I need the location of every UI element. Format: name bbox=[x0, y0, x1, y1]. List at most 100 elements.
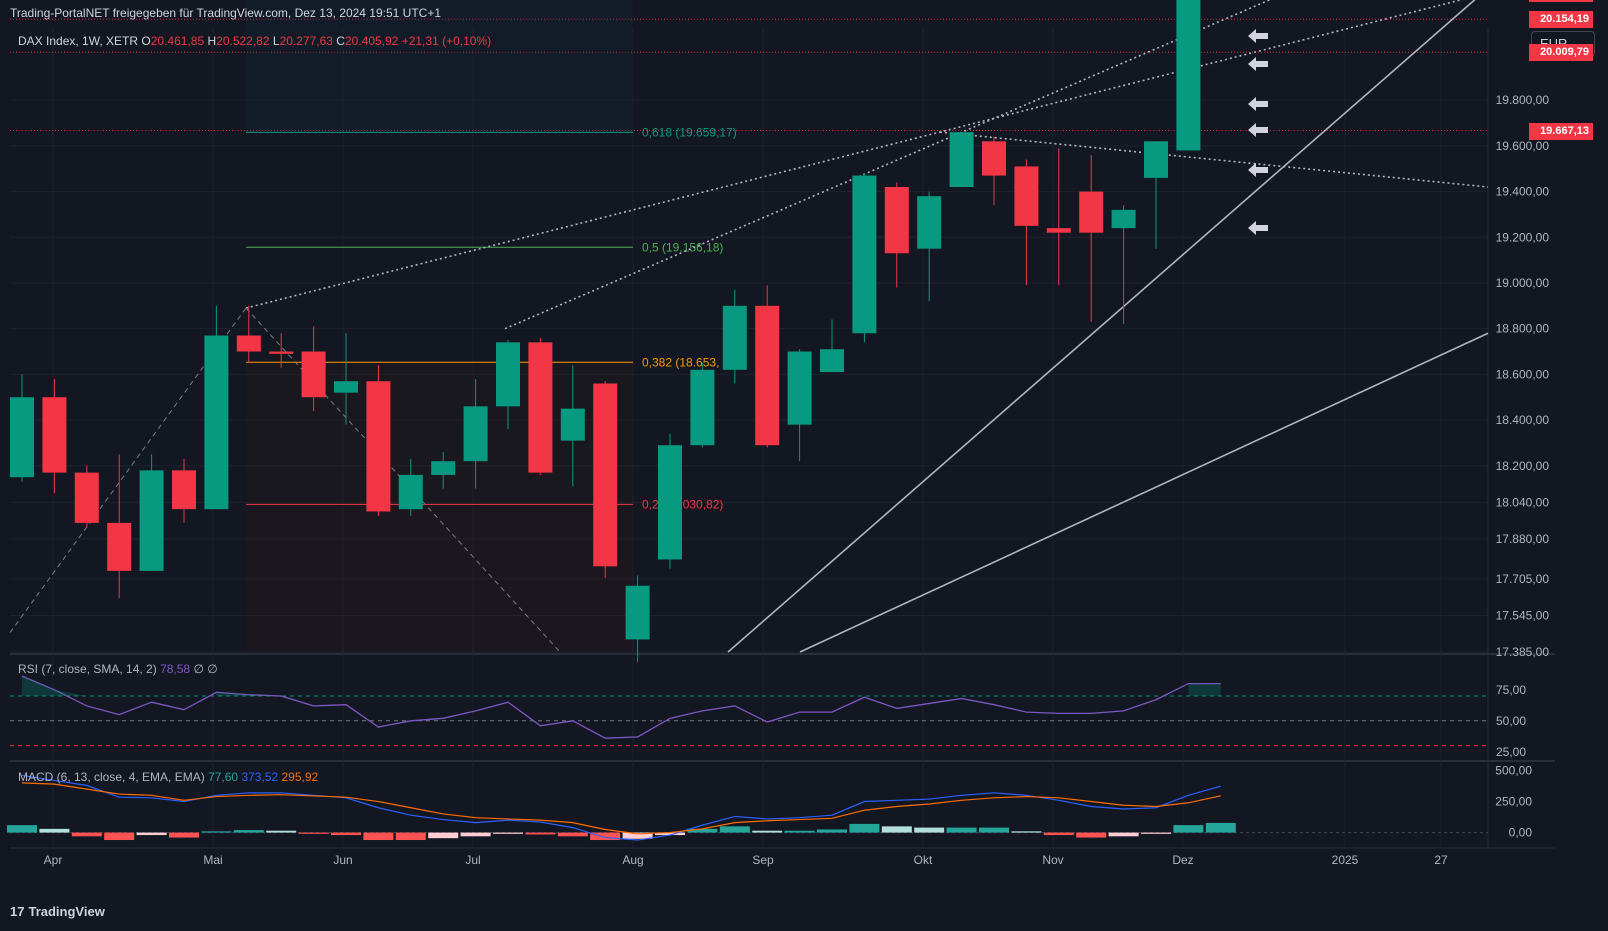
price-label: 20.154,19 bbox=[1529, 11, 1593, 29]
symbol-name[interactable]: DAX Index, 1W, XETR bbox=[18, 34, 139, 48]
change-value: +21,31 (+0,10%) bbox=[401, 34, 492, 48]
candle-body bbox=[528, 342, 553, 473]
rsi-legend[interactable]: RSI (7, close, SMA, 14, 2) 78,58 ∅ ∅ bbox=[18, 662, 218, 676]
price-tick-label: 18.400,00 bbox=[1496, 413, 1550, 427]
macd-histogram-bar bbox=[460, 832, 491, 837]
tradingview-logo-icon: 17 bbox=[10, 904, 25, 919]
arrow-left-icon bbox=[1248, 221, 1268, 235]
fib-level-label: 0,618 (19.659,17) bbox=[642, 125, 737, 139]
macd-histogram-bar bbox=[946, 827, 977, 833]
price-tick-label: 19.600,00 bbox=[1496, 139, 1550, 153]
fib-level-label: 0,5 (19.156,18) bbox=[642, 240, 723, 254]
macd-histogram-bar bbox=[622, 832, 653, 839]
signal-line bbox=[21, 782, 1221, 835]
time-tick-label: Nov bbox=[1042, 853, 1063, 867]
macd-histogram-bar bbox=[169, 832, 199, 838]
rsi-overbought-fill bbox=[248, 694, 282, 696]
candle-body bbox=[917, 196, 942, 249]
candle-body bbox=[690, 369, 715, 446]
macd-histogram-bar bbox=[557, 832, 588, 837]
rsi-tick-label: 75,00 bbox=[1496, 683, 1526, 697]
publisher-header: Trading-PortalNET freigegeben für Tradin… bbox=[10, 6, 442, 20]
candle-body bbox=[1144, 141, 1168, 178]
price-label: 20.009,79 bbox=[1529, 44, 1593, 62]
trendline-solid bbox=[799, 332, 1489, 653]
candle-body bbox=[204, 335, 229, 510]
macd-histogram-bar bbox=[104, 832, 135, 841]
time-tick-label: Apr bbox=[44, 853, 63, 867]
candle-body bbox=[1014, 166, 1039, 226]
rsi-tick-label: 25,00 bbox=[1496, 745, 1526, 759]
time-tick-label: Aug bbox=[622, 853, 643, 867]
rsi-overbought-fill bbox=[216, 692, 249, 696]
macd-legend[interactable]: MACD (6, 13, close, 4, EMA, EMA) 77,60 3… bbox=[18, 770, 318, 784]
candle-body bbox=[1111, 209, 1136, 229]
price-tick-label: 18.600,00 bbox=[1496, 367, 1550, 381]
candle-body bbox=[852, 175, 877, 334]
rsi-legend-value: 78,58 bbox=[160, 662, 191, 676]
candle-body bbox=[787, 351, 812, 425]
candle-body bbox=[593, 383, 618, 567]
rsi-legend-na: ∅ ∅ bbox=[193, 662, 218, 676]
price-tick-label: 17.385,00 bbox=[1496, 645, 1550, 659]
arrow-left-icon bbox=[1248, 29, 1268, 43]
candle-body bbox=[301, 351, 326, 398]
tradingview-brand[interactable]: 17 TradingView bbox=[10, 904, 105, 919]
rsi-overbought-fill bbox=[22, 676, 55, 696]
symbol-legend: DAX Index, 1W, XETR O20.461,85 H20.522,8… bbox=[18, 34, 491, 48]
candle-body bbox=[560, 408, 585, 441]
candle-body bbox=[755, 305, 780, 446]
macd-histogram-bar bbox=[590, 832, 621, 841]
fib-zone-bottom bbox=[246, 504, 633, 652]
trendline-dotted bbox=[245, 0, 1464, 309]
candle-body bbox=[722, 305, 747, 370]
candle-body bbox=[884, 187, 909, 254]
time-tick-label: Mai bbox=[203, 853, 222, 867]
price-label: 20.269,64 bbox=[1529, 0, 1593, 2]
macd-histogram-bar bbox=[849, 823, 880, 833]
high-label: H bbox=[207, 34, 217, 48]
time-tick-label: 2025 bbox=[1332, 853, 1359, 867]
macd-histogram-bar bbox=[363, 832, 394, 841]
arrow-left-icon bbox=[1248, 123, 1268, 137]
candle-body bbox=[366, 381, 391, 512]
macd-histogram-bar bbox=[817, 829, 847, 833]
rsi-tick-label: 50,00 bbox=[1496, 714, 1526, 728]
macd-histogram-bar bbox=[687, 828, 718, 833]
candle-body bbox=[982, 141, 1006, 176]
candle-body bbox=[431, 461, 456, 475]
rsi-overbought-fill bbox=[1188, 683, 1221, 696]
trendline-solid bbox=[727, 0, 1476, 653]
price-tick-label: 17.880,00 bbox=[1496, 532, 1550, 546]
macd-histogram-bar bbox=[71, 832, 102, 837]
time-tick-label: Okt bbox=[914, 853, 933, 867]
macd-histogram-bar bbox=[331, 832, 361, 836]
fib-level-label: 0,382 (18.653, bbox=[642, 355, 719, 369]
macd-tick-label: 500,00 bbox=[1495, 763, 1532, 777]
trendline-dotted bbox=[939, 131, 1489, 188]
macd-histogram-bar bbox=[39, 828, 70, 833]
candle-body bbox=[139, 470, 164, 571]
price-tick-label: 19.200,00 bbox=[1496, 230, 1550, 244]
macd-tick-label: 250,00 bbox=[1495, 795, 1532, 809]
high-value: 20.522,82 bbox=[216, 34, 270, 48]
candle-body bbox=[1046, 228, 1071, 233]
candle-body bbox=[74, 472, 99, 523]
rsi-line bbox=[21, 675, 1221, 739]
macd-legend-signal: 295,92 bbox=[281, 770, 319, 784]
macd-histogram-bar bbox=[298, 832, 329, 834]
candle-body bbox=[10, 397, 34, 478]
macd-histogram-bar bbox=[266, 830, 297, 833]
macd-histogram-bar bbox=[784, 830, 815, 833]
candle-body bbox=[398, 474, 423, 510]
macd-histogram-bar bbox=[1173, 825, 1204, 833]
price-tick-label: 17.545,00 bbox=[1496, 608, 1550, 622]
candle-body bbox=[625, 585, 650, 640]
trendline-dotted bbox=[504, 0, 1272, 330]
macd-histogram-bar bbox=[428, 832, 459, 839]
price-tick-label: 17.705,00 bbox=[1496, 572, 1550, 586]
macd-histogram-bar bbox=[7, 825, 37, 833]
macd-histogram-bar bbox=[1011, 831, 1042, 833]
macd-histogram-bar bbox=[1076, 832, 1107, 838]
